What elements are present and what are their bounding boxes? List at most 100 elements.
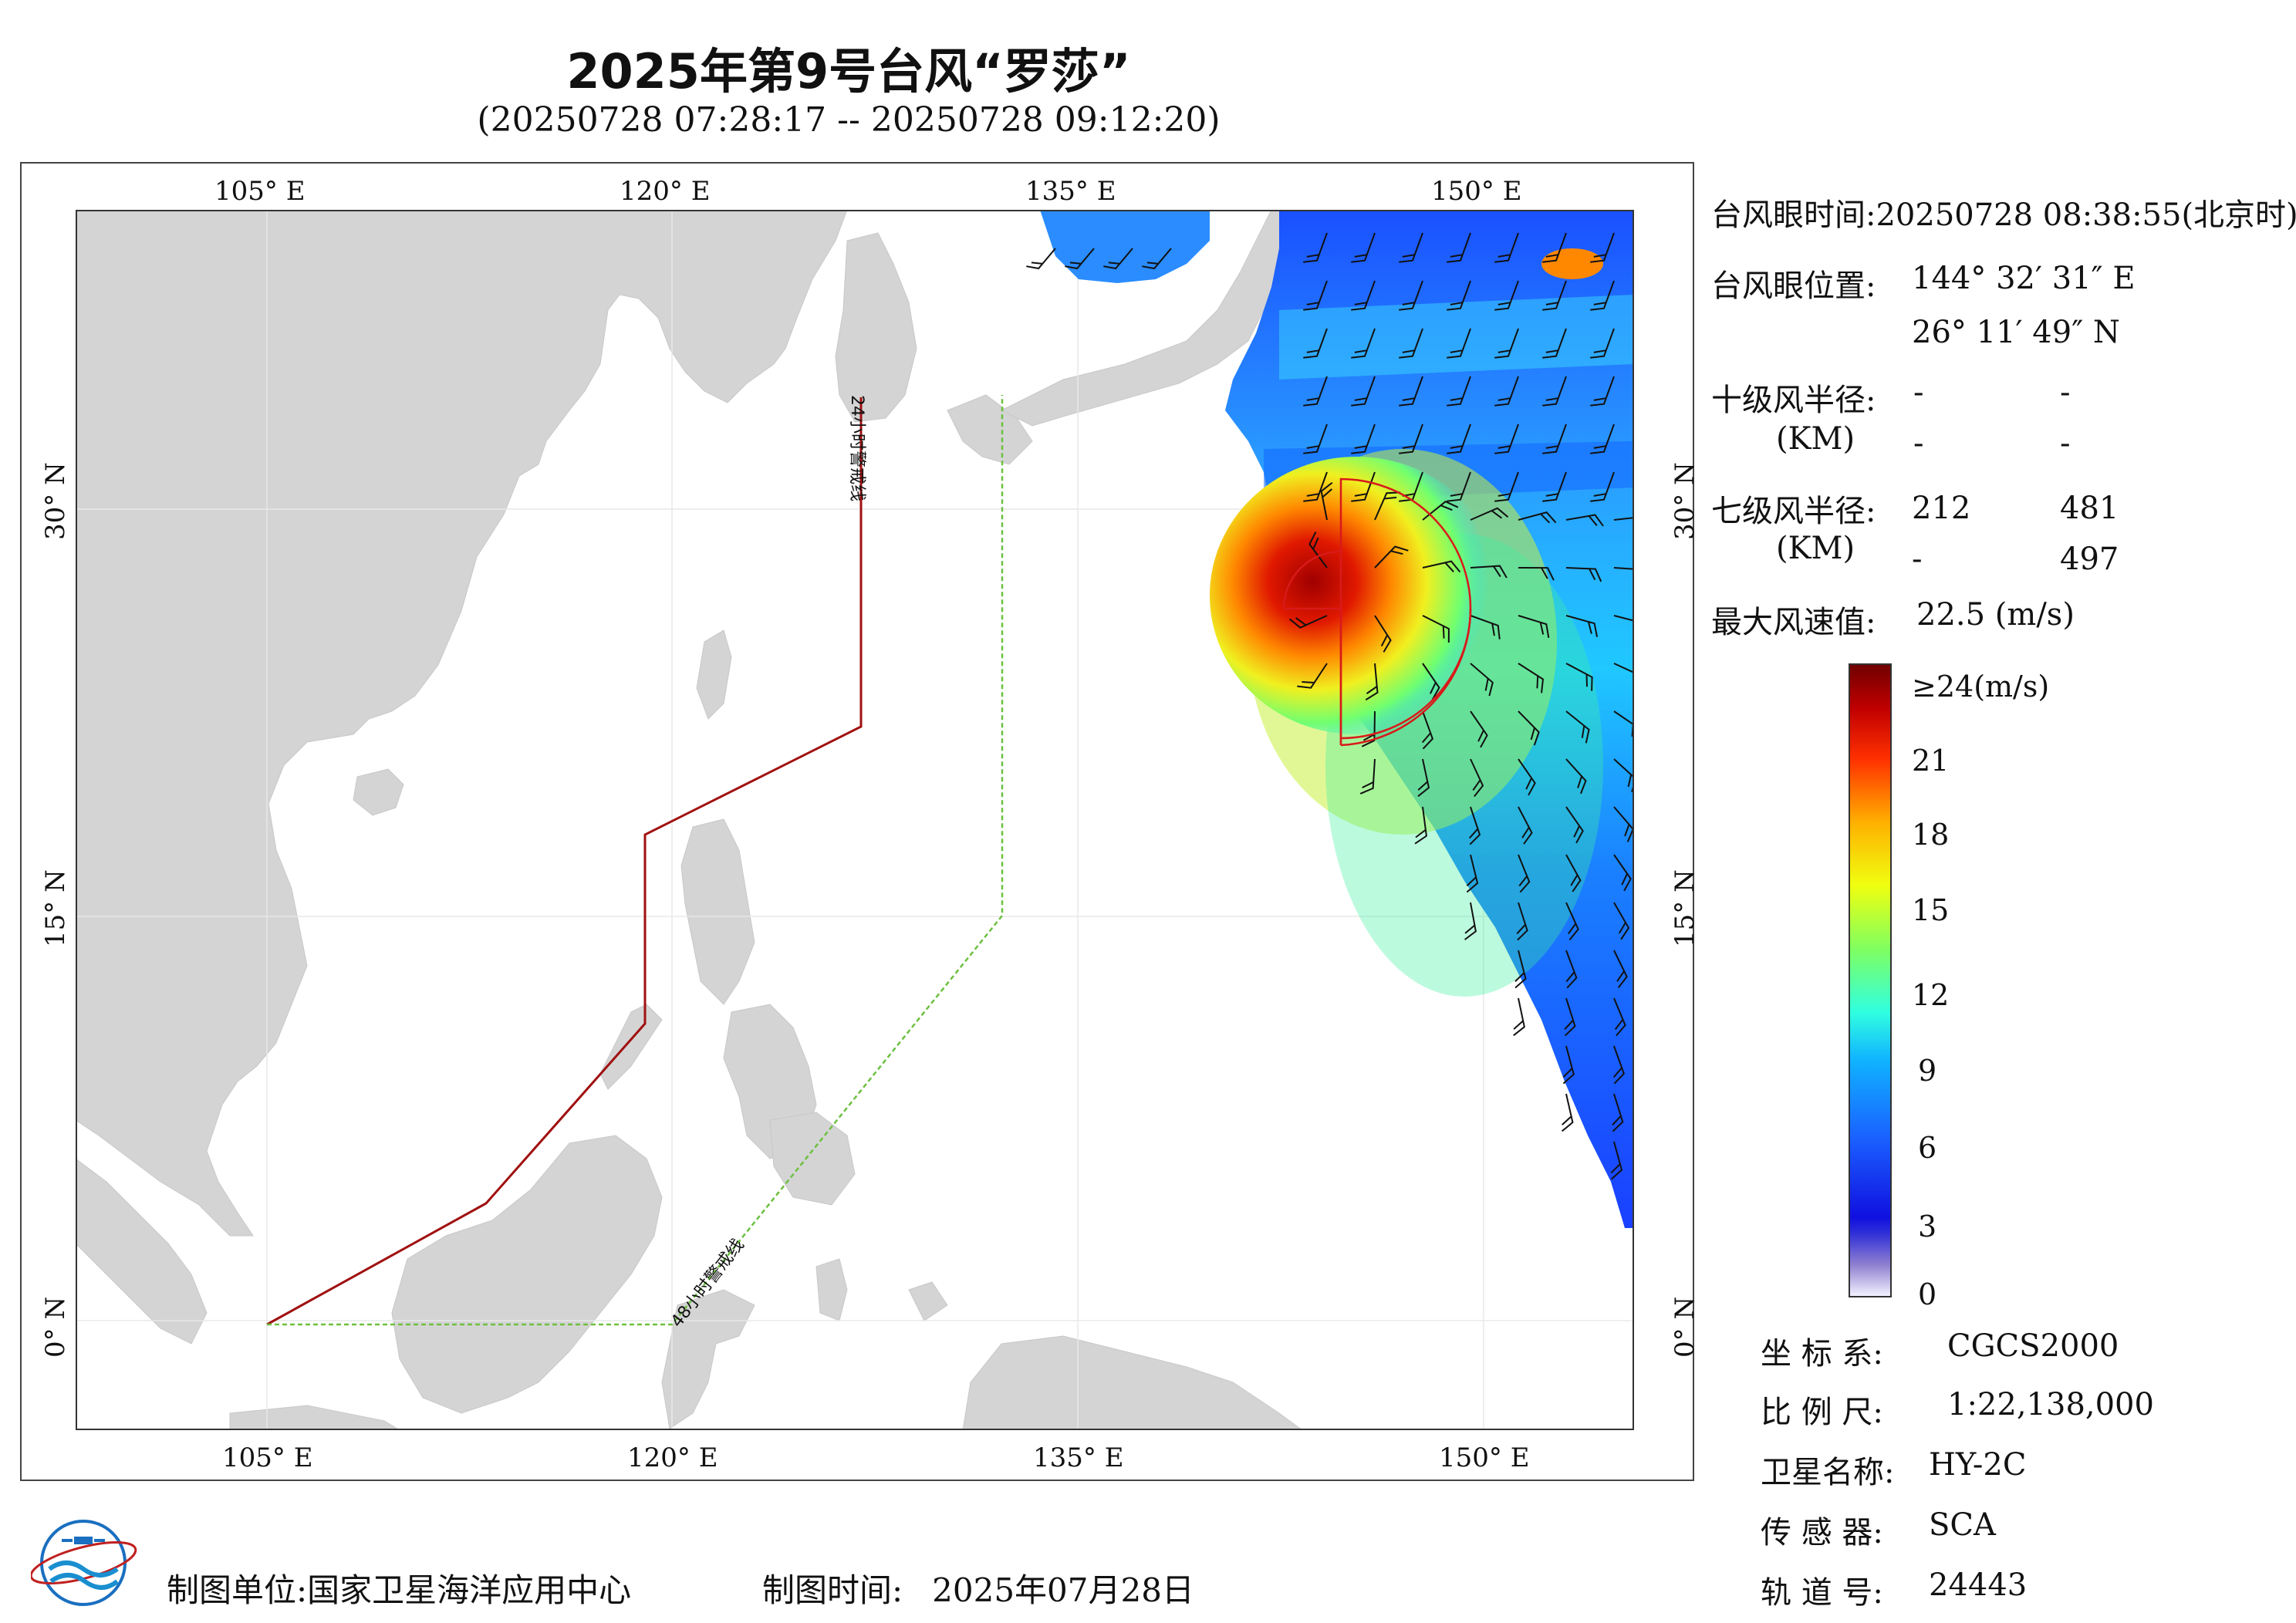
- lon-tick-top-105: 105° E: [214, 176, 306, 207]
- wind-barb: [1374, 491, 1401, 521]
- colorbar-label-3: 3: [1918, 1210, 1937, 1243]
- wind-barb: [1466, 854, 1479, 893]
- wind-barb: [1065, 248, 1095, 270]
- satellite-value: HY-2C: [1929, 1447, 2027, 1483]
- lon-tick-bottom-135: 135° E: [1033, 1442, 1124, 1473]
- lat-tick-right-0: 0° N: [1670, 1296, 1700, 1358]
- wind-barbs: [1026, 232, 1634, 1180]
- orbit-value: 24443: [1929, 1567, 2028, 1603]
- footer-org: 制图单位:国家卫星海洋应用中心: [167, 1564, 631, 1611]
- wind-barb: [1399, 280, 1423, 311]
- colorbar-gradient: [1849, 663, 1892, 1297]
- wind-barb: [1399, 232, 1423, 263]
- wind-swath: [1040, 210, 1634, 1228]
- map-subtitle: (20250728 07:28:17 -- 20250728 09:12:20): [477, 100, 1221, 140]
- halmahera: [815, 1258, 848, 1321]
- wind-barb: [1303, 376, 1328, 407]
- wind-barb: [1516, 902, 1528, 941]
- wind-barb: [1565, 663, 1593, 691]
- r7-value-ne: 212: [1912, 491, 1971, 526]
- warning-line-48h: [267, 395, 1004, 1326]
- wind-barb: [1351, 423, 1376, 454]
- wind-barb: [1518, 710, 1540, 746]
- orbit-label: 轨 道 号:: [1761, 1575, 1883, 1611]
- wind-barb: [1613, 615, 1634, 637]
- map-frame: [20, 162, 1694, 1481]
- wind-barb: [1351, 280, 1376, 311]
- wind-barb: [1351, 376, 1376, 407]
- colorbar: [1849, 663, 1892, 1297]
- r7-unit: (KM): [1776, 531, 1855, 566]
- wind-barb: [1542, 471, 1567, 502]
- eye-time-label: 台风眼时间:: [1711, 197, 1876, 233]
- wind-barb: [1494, 280, 1519, 311]
- wind-barb: [1494, 471, 1519, 502]
- eye-lon-value: 144° 32′ 31″ E: [1912, 261, 2136, 296]
- footer-org-label: 制图单位:: [167, 1571, 308, 1609]
- wind-barb: [1565, 902, 1579, 941]
- nsoas-logo-icon: [31, 1520, 137, 1606]
- wind-barb: [1565, 758, 1587, 795]
- typhoon-wind-map: 24小时警戒线 48小时警戒线: [76, 210, 1634, 1430]
- r10-value-nw: -: [2060, 426, 2071, 461]
- wind-barb: [1564, 997, 1576, 1037]
- wind-barb: [1562, 1045, 1575, 1085]
- r7-value-se: 481: [2060, 491, 2119, 526]
- colorbar-label-15: 15: [1912, 893, 1950, 927]
- wind-barb: [1351, 328, 1376, 359]
- wind-barb: [1494, 423, 1519, 454]
- wind-barb: [1542, 376, 1567, 407]
- wind-barb: [1468, 806, 1481, 845]
- wind-barb: [1565, 854, 1582, 892]
- wind-barb: [1613, 950, 1628, 988]
- wind-barb: [1518, 511, 1557, 524]
- crs-label: 坐 标 系:: [1761, 1336, 1883, 1372]
- wind-barb: [1351, 232, 1376, 263]
- wind-barb: [1542, 232, 1567, 263]
- wind-barb: [1514, 950, 1527, 989]
- wind-barb: [1303, 280, 1328, 311]
- wind-barb: [1610, 1141, 1623, 1180]
- r10-label: 十级风半径:: [1711, 383, 1876, 418]
- satellite-label: 卫星名称:: [1761, 1455, 1895, 1490]
- wind-barb: [1374, 615, 1392, 653]
- eye-pos-label: 台风眼位置:: [1711, 268, 1876, 304]
- wind-barb: [1612, 1045, 1626, 1085]
- borneo: [391, 1135, 663, 1414]
- sulawesi: [661, 1289, 755, 1429]
- wind-barb: [1374, 545, 1409, 569]
- wind-barb: [1303, 471, 1328, 502]
- wind-barb: [1288, 615, 1328, 629]
- sumatra: [76, 1158, 208, 1345]
- wind-radius-7-outer: [1340, 608, 1472, 747]
- wind-barb: [1470, 758, 1484, 798]
- typhoon-core: [1210, 457, 1503, 734]
- wind-barb: [1464, 902, 1477, 940]
- sensor-value: SCA: [1929, 1507, 1996, 1543]
- footer-org-value: 国家卫星海洋应用中心: [307, 1571, 632, 1609]
- wind-barb: [1565, 514, 1604, 527]
- wind-barb: [1447, 376, 1471, 407]
- lon-tick-top-120: 120° E: [620, 176, 711, 207]
- wind-barb: [1470, 710, 1488, 748]
- wind-barb: [1565, 950, 1578, 989]
- wind-barb: [1470, 663, 1494, 697]
- max-wind-value: 22.5 (m/s): [1916, 597, 2075, 633]
- hainan: [353, 768, 404, 816]
- map-title: 2025年第9号台风“罗莎”: [566, 43, 1131, 100]
- wind-barb: [1613, 663, 1634, 690]
- wind-barb: [1590, 423, 1615, 454]
- wind-barb: [1421, 710, 1434, 750]
- plot-border: [76, 210, 1634, 1430]
- colorbar-label-9: 9: [1918, 1054, 1937, 1088]
- max-wind-label: 最大风速值:: [1711, 605, 1876, 640]
- wind-barb: [1399, 376, 1423, 407]
- lon-tick-top-150: 150° E: [1431, 176, 1522, 207]
- wind-barb: [1565, 567, 1602, 582]
- asia-mainland: [76, 210, 848, 1237]
- wind-barb: [1399, 328, 1423, 359]
- wind-barb: [1590, 328, 1615, 359]
- r10-unit: (KM): [1776, 421, 1855, 457]
- wind-barb: [1613, 854, 1632, 892]
- wind-barb: [1399, 423, 1423, 454]
